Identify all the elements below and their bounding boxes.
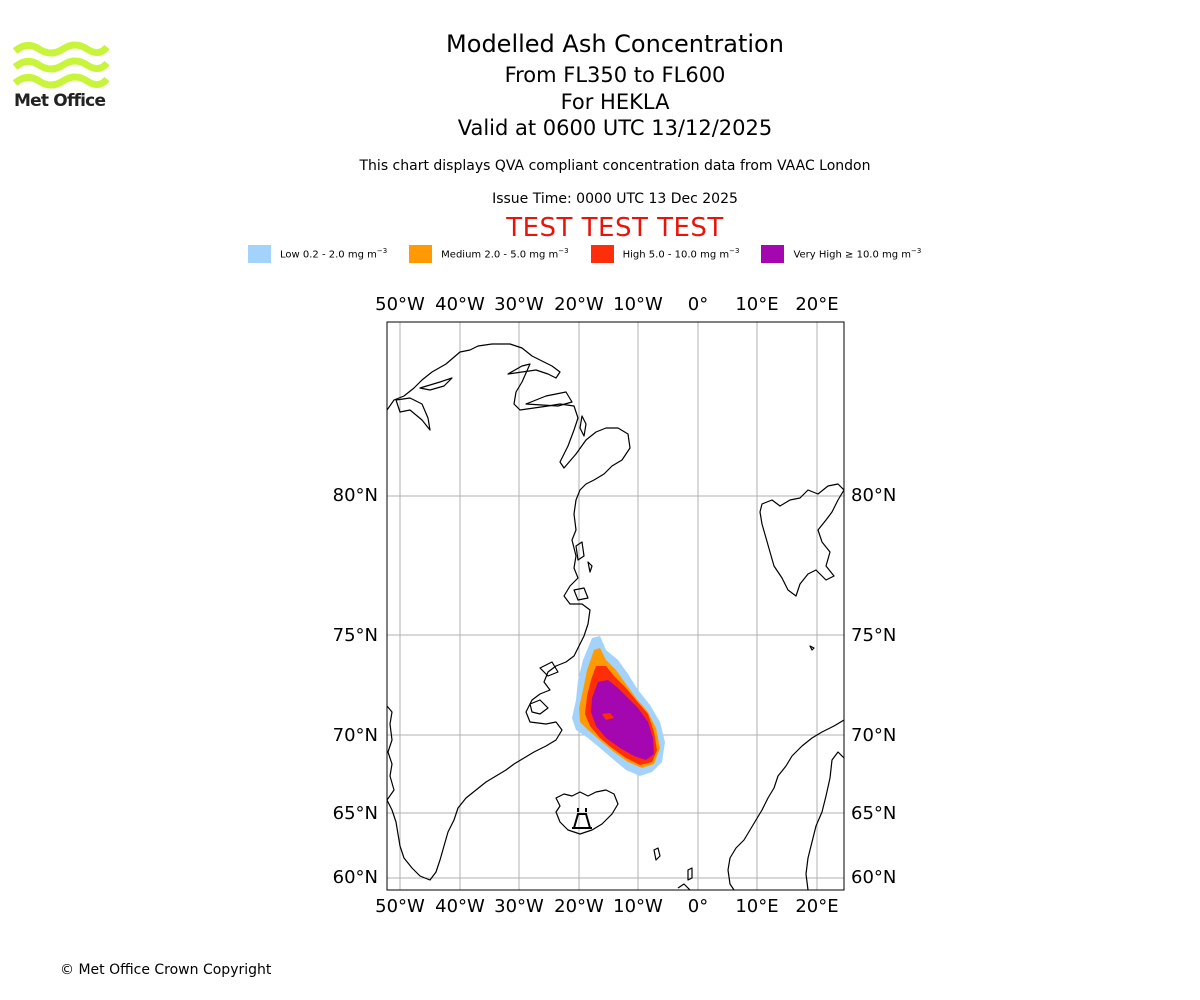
- lon-tick-bottom: 0°: [688, 896, 708, 917]
- lat-ticks-right: 80°N 75°N 70°N 65°N 60°N: [851, 485, 896, 888]
- concentration-legend: Low 0.2 - 2.0 mg m−3 Medium 2.0 - 5.0 mg…: [248, 244, 943, 264]
- legend-label-high: High 5.0 - 10.0 mg m: [622, 249, 730, 261]
- lat-tick-right: 70°N: [851, 725, 896, 746]
- lon-tick-top: 20°W: [554, 294, 604, 315]
- legend-unit-high: −3: [729, 247, 740, 256]
- lon-tick-top: 20°E: [795, 294, 838, 315]
- lat-tick-left: 80°N: [333, 485, 378, 506]
- ash-plume: [572, 636, 665, 776]
- volcano-marker-icon: [572, 808, 592, 829]
- coast-greenland-fjord-4: [579, 415, 587, 437]
- legend-item-high: High 5.0 - 10.0 mg m−3: [590, 245, 740, 263]
- chart-title: Modelled Ash Concentration: [446, 30, 784, 58]
- lon-tick-top: 10°E: [735, 294, 778, 315]
- lon-tick-bottom: 30°W: [494, 896, 544, 917]
- legend-swatch-high: [590, 245, 614, 263]
- coast-iceland: [555, 789, 619, 835]
- coast-jan-mayen: [809, 645, 815, 651]
- coastlines: [387, 343, 844, 890]
- lat-tick-left: 70°N: [333, 725, 378, 746]
- lat-tick-left: 65°N: [333, 803, 378, 824]
- lon-tick-bottom: 10°W: [613, 896, 663, 917]
- coast-norway: [727, 719, 844, 890]
- lat-tick-right: 75°N: [851, 625, 896, 646]
- met-office-logo-icon: [13, 41, 109, 89]
- coast-faroe: [653, 847, 661, 861]
- test-banner: TEST TEST TEST: [506, 213, 724, 243]
- coast-greenland-fjord-3: [525, 391, 573, 407]
- legend-item-very-high: Very High ≥ 10.0 mg m−3: [761, 245, 921, 263]
- legend-swatch-medium: [409, 245, 433, 263]
- lat-tick-right: 65°N: [851, 803, 896, 824]
- coast-svalbard: [759, 483, 844, 597]
- brand-name: Met Office: [14, 91, 106, 111]
- coast-greenland-fjord-8: [529, 699, 549, 715]
- copyright-notice: © Met Office Crown Copyright: [60, 962, 272, 978]
- legend-label-very-high: Very High ≥ 10.0 mg m: [793, 249, 912, 261]
- lon-tick-top: 30°W: [494, 294, 544, 315]
- lat-tick-left: 60°N: [333, 867, 378, 888]
- lon-tick-top: 40°W: [435, 294, 485, 315]
- map-frame: [386, 321, 845, 891]
- lon-ticks-top: 50°W 40°W 30°W 20°W 10°W 0° 10°E 20°E: [375, 294, 838, 315]
- legend-swatch-very-high: [761, 245, 785, 263]
- lon-tick-bottom: 10°E: [735, 896, 778, 917]
- legend-swatch-low: [248, 245, 271, 263]
- lon-tick-top: 50°W: [375, 294, 425, 315]
- coast-greenland-fjord-6: [573, 587, 589, 601]
- valid-time: Valid at 0600 UTC 13/12/2025: [457, 116, 773, 140]
- coast-scotland: [677, 883, 691, 890]
- lon-tick-top: 0°: [688, 294, 708, 315]
- gridlines: [387, 322, 844, 890]
- coast-greenland-fjord-7: [539, 661, 559, 677]
- lon-tick-bottom: 20°W: [554, 896, 604, 917]
- lat-tick-right: 60°N: [851, 867, 896, 888]
- legend-item-low: Low 0.2 - 2.0 mg m−3: [248, 245, 387, 263]
- lon-tick-bottom: 50°W: [375, 896, 425, 917]
- issue-time: Issue Time: 0000 UTC 13 Dec 2025: [492, 191, 738, 207]
- plume-red-hole: [602, 713, 614, 720]
- coast-greenland: [387, 343, 631, 881]
- legend-item-medium: Medium 2.0 - 5.0 mg m−3: [409, 245, 569, 263]
- legend-label-medium: Medium 2.0 - 5.0 mg m: [441, 249, 559, 261]
- coast-greenland-fjord-5: [575, 541, 585, 561]
- coast-greenland-fjord-2: [419, 377, 453, 391]
- coast-greenland-fjord-9: [587, 561, 593, 573]
- legend-label-low: Low 0.2 - 2.0 mg m: [280, 249, 377, 261]
- map-area: [387, 322, 844, 890]
- lat-tick-right: 80°N: [851, 485, 896, 506]
- lon-ticks-bottom: 50°W 40°W 30°W 20°W 10°W 0° 10°E 20°E: [375, 896, 838, 917]
- coast-canada: [387, 705, 395, 801]
- lon-tick-bottom: 40°W: [435, 896, 485, 917]
- lon-tick-bottom: 20°E: [795, 896, 838, 917]
- flight-level-range: From FL350 to FL600: [504, 63, 726, 87]
- legend-unit-medium: −3: [558, 247, 569, 256]
- coast-sweden: [805, 751, 844, 890]
- qva-notice: This chart displays QVA compliant concen…: [359, 158, 871, 174]
- legend-unit-very-high: −3: [911, 247, 922, 256]
- coast-greenland-fjord-1: [395, 397, 431, 431]
- lat-ticks-left: 80°N 75°N 70°N 65°N 60°N: [333, 485, 378, 888]
- volcano-name: For HEKLA: [560, 90, 670, 114]
- legend-unit-low: −3: [376, 247, 388, 256]
- lat-tick-left: 75°N: [333, 625, 378, 646]
- plume-very-high: [591, 680, 654, 760]
- coast-shetland: [687, 867, 693, 881]
- lon-tick-top: 10°W: [613, 294, 663, 315]
